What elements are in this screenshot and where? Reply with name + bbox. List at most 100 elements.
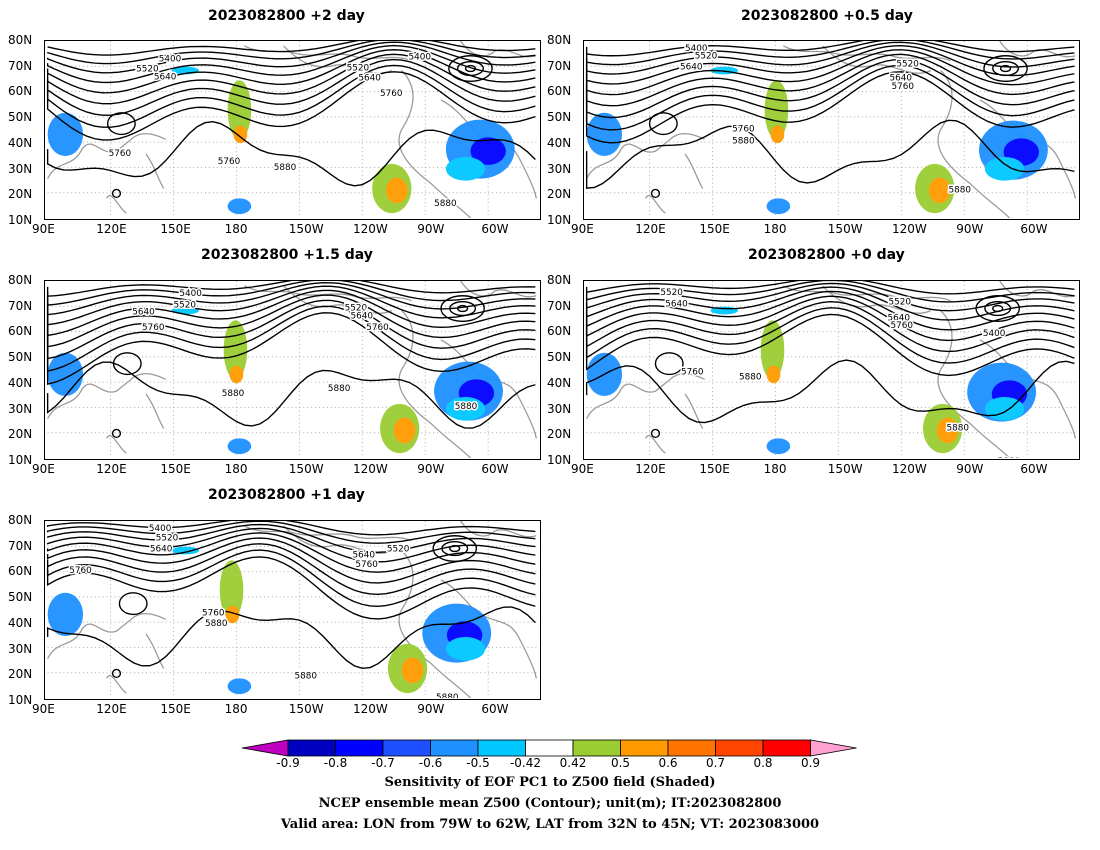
latitude-tick-label: 10N: [8, 213, 33, 227]
colorbar-segment: [382, 739, 431, 757]
latitude-tick-label: 20N: [547, 187, 572, 202]
longitude-tick-label: 150E: [699, 462, 730, 476]
contour-label: 5880: [949, 185, 972, 195]
longitude-tick-label: 90E: [32, 462, 55, 476]
contour-label: 5880: [455, 402, 478, 412]
longitude-tick-label: 120E: [635, 222, 666, 236]
contour-label: 5520: [136, 64, 159, 74]
longitude-tick-label: 150W: [288, 462, 324, 476]
contour-label: 5640: [665, 300, 688, 310]
longitude-tick-label: 180: [224, 462, 248, 476]
contour-label: 5760: [681, 367, 704, 377]
colorbar-tick-label: 0.42: [559, 756, 587, 770]
colorbar-tick-label: -0.7: [371, 756, 395, 770]
contour-label: 5640: [352, 550, 375, 560]
latitude-tick-label: 50N: [8, 110, 33, 125]
longitude-tick-label: 120E: [96, 702, 127, 716]
longitude-tick-label: 180: [763, 222, 787, 236]
longitude-tick-label: 90W: [417, 702, 445, 716]
contour-label: 5520: [174, 301, 197, 311]
longitude-tick-label: 120E: [635, 462, 666, 476]
longitude-tick-label: 150W: [288, 222, 324, 236]
latitude-tick-label: 50N: [8, 590, 33, 605]
latitude-tick-label: 60N: [8, 564, 33, 579]
latitude-tick-label: 80N: [547, 273, 572, 287]
longitude-tick-label: 60W: [1020, 462, 1048, 476]
longitude-tick-label: 150E: [160, 222, 191, 236]
latitude-tick-label: 30N: [8, 641, 33, 656]
longitude-tick-label: 90E: [571, 222, 594, 236]
contour-label: 5880: [732, 136, 755, 146]
contour-label: 5640: [680, 63, 703, 73]
contour-label: 5520: [660, 288, 683, 298]
contour-label: 5520: [387, 544, 410, 554]
latitude-tick-label: 30N: [547, 161, 572, 176]
longitude-tick-label: 180: [224, 222, 248, 236]
longitude-tick-label: 120W: [892, 462, 927, 476]
latitude-tick-label: 70N: [547, 298, 572, 313]
contour-label: 5880: [222, 389, 245, 399]
longitude-tick-label: 120W: [353, 702, 388, 716]
contour-label: 5880: [436, 693, 459, 698]
latitude-tick-label: 50N: [8, 350, 33, 365]
latitude-tick-label: 40N: [8, 375, 33, 390]
contour-label: 5880: [294, 671, 317, 681]
latitude-tick-label: 40N: [8, 135, 33, 150]
colorbar-tick-label: 0.7: [705, 756, 726, 770]
contour-label: 5760: [218, 157, 241, 167]
latitude-tick-label: 20N: [547, 427, 572, 442]
map-panel-plus-0-5-day: 5400 5520 5640 5520 5640 5760 5760 5880 5880: [583, 40, 1080, 220]
contour-label: 5640: [154, 72, 177, 82]
colorbar-segment: [715, 739, 764, 757]
colorbar-high-extend: [810, 739, 857, 757]
map-panel-plus-1-day: 5400 5520 5640 5760 5640 5760 5520 5760 5880 5880…: [44, 520, 541, 700]
latitude-tick-label: 50N: [547, 350, 572, 365]
caption-line-3: Valid area: LON from 79W to 62W, LAT fro…: [280, 817, 820, 832]
contour-label: 5400: [685, 44, 708, 54]
latitude-tick-label: 70N: [8, 538, 33, 553]
latitude-tick-label: 80N: [8, 33, 33, 47]
colorbar-tick-label: 0.8: [753, 756, 773, 770]
latitude-tick-label: 20N: [8, 187, 33, 202]
contour-label: 5400: [983, 329, 1006, 339]
latitude-tick-label: 70N: [547, 58, 572, 73]
contour-label: 5640: [888, 313, 911, 323]
contour-label: 5760: [355, 560, 378, 570]
latitude-tick-label: 50N: [547, 110, 572, 125]
contour-label: 5760: [732, 124, 755, 134]
latitude-tick-label: 30N: [547, 401, 572, 416]
longitude-tick-label: 60W: [1020, 222, 1048, 236]
colorbar-segment: [762, 739, 811, 757]
map-panel-plus-2-day: 5400 5520 5640 5400 5520 5640 5760 5760 5760 5880…: [44, 40, 541, 220]
latitude-tick-label: 70N: [8, 58, 33, 73]
longitude-tick-label: 90W: [956, 462, 984, 476]
contour-label: 5520: [889, 298, 912, 308]
longitude-tick-label: 90W: [417, 462, 445, 476]
latitude-tick-label: 30N: [8, 401, 33, 416]
latitude-tick-label: 80N: [8, 513, 33, 527]
map-panel-plus-0-day: 5520564055205640576054005760588058805880: [583, 280, 1080, 460]
contour-label: 5760: [891, 82, 914, 92]
colorbar-tick-label: -0.8: [323, 756, 348, 770]
colorbar-tick-label: -0.6: [418, 756, 443, 770]
contour-label: 5400: [179, 289, 202, 299]
longitude-tick-label: 150E: [160, 462, 191, 476]
colorbar-segment: [525, 739, 574, 757]
latitude-tick-label: 10N: [547, 453, 572, 467]
colorbar-low-extend: [241, 739, 289, 757]
contour-label: 5640: [890, 73, 913, 83]
contour-label: 5400: [409, 53, 432, 63]
panel-title-3: 2023082800 +1.5 day: [201, 247, 373, 263]
longitude-tick-label: 60W: [481, 702, 509, 716]
latitude-tick-label: 40N: [8, 615, 33, 630]
contour-label: 5880: [274, 163, 297, 173]
contour-label: 5640: [358, 73, 381, 83]
longitude-tick-label: 120W: [892, 222, 927, 236]
contour-label: 5640: [132, 307, 155, 317]
colorbar-tick-label: 0.5: [610, 756, 631, 770]
caption-line-2: NCEP ensemble mean Z500 (Contour); unit(…: [318, 796, 782, 811]
colorbar-tick-label: -0.9: [276, 756, 300, 770]
latitude-tick-label: 20N: [8, 427, 33, 442]
longitude-tick-label: 90E: [32, 702, 55, 716]
contour-label: 5760: [142, 323, 165, 333]
